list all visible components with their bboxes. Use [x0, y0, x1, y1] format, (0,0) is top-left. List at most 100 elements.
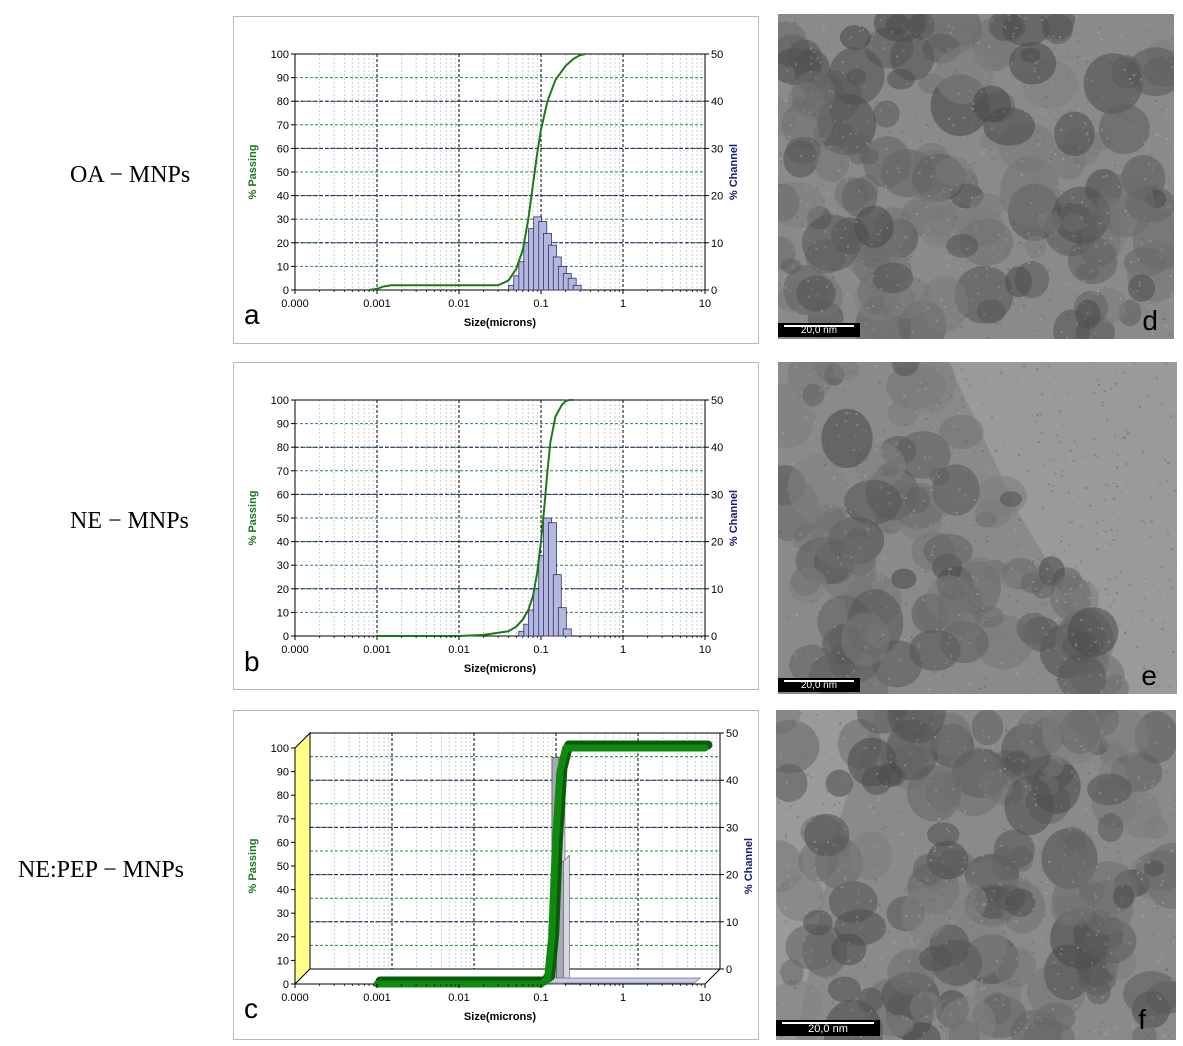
tem-grain — [947, 71, 950, 74]
tem-grain — [964, 248, 967, 251]
tem-grain — [863, 267, 866, 270]
tem-grain — [1157, 486, 1160, 489]
tem-grain — [967, 572, 970, 575]
tem-grain — [1119, 857, 1122, 860]
tem-grain — [1090, 270, 1093, 273]
tem-grain — [862, 664, 865, 667]
tem-grain — [1159, 956, 1162, 959]
tem-grain — [1028, 788, 1031, 791]
tem-grain — [1086, 499, 1089, 502]
tem-grain — [811, 109, 814, 112]
tem-grain — [959, 210, 962, 213]
tem-grain — [845, 602, 848, 605]
tem-grain — [836, 772, 839, 775]
tem-grain — [839, 722, 842, 725]
tem-grain — [1147, 1035, 1150, 1038]
tem-grain — [817, 128, 820, 131]
tem-grain — [830, 306, 833, 309]
tem-letter-e: e — [1141, 660, 1157, 691]
tem-grain — [959, 318, 962, 321]
tem-grain — [1090, 391, 1093, 394]
tem-grain — [1048, 235, 1051, 238]
tem-particle — [787, 39, 822, 73]
tem-grain — [1124, 1035, 1127, 1038]
tem-image-f: 20,0 nm f — [776, 710, 1176, 1040]
tem-grain — [1071, 633, 1074, 636]
tem-particle — [801, 214, 861, 272]
tem-grain — [1133, 74, 1136, 77]
tem-grain — [837, 456, 840, 459]
tem-grain — [1127, 237, 1130, 240]
tem-grain — [1097, 595, 1100, 598]
right-tick-label: 50 — [726, 728, 738, 740]
tem-grain — [930, 262, 933, 265]
tem-grain — [1163, 862, 1166, 865]
tem-grain — [985, 536, 988, 539]
tem-grain — [860, 504, 863, 507]
tem-particle — [885, 14, 910, 35]
tem-grain — [870, 372, 873, 375]
tem-grain — [1071, 715, 1074, 718]
tem-grain — [847, 959, 850, 962]
tem-grain — [826, 192, 829, 195]
left-axis-title: % Passing — [247, 838, 259, 893]
tem-grain — [1165, 108, 1168, 111]
tem-grain — [924, 900, 927, 903]
tem-grain — [1091, 873, 1094, 876]
tem-grain — [796, 867, 799, 870]
tem-grain — [1115, 576, 1118, 579]
tem-grain — [1075, 565, 1078, 568]
tem-grain — [808, 111, 811, 114]
tem-grain — [780, 157, 783, 160]
tem-grain — [904, 496, 907, 499]
tem-grain — [780, 1035, 783, 1038]
tem-grain — [918, 410, 921, 413]
tem-grain — [982, 936, 985, 939]
tem-grain — [1016, 672, 1019, 675]
tem-particle — [1004, 775, 1055, 836]
tem-grain — [847, 248, 850, 251]
tem-particle — [913, 853, 945, 886]
tem-grain — [862, 870, 865, 873]
tem-grain — [779, 423, 782, 426]
tem-grain — [911, 331, 914, 334]
tem-grain — [795, 63, 798, 66]
tem-grain — [855, 133, 858, 136]
tem-grain — [1171, 103, 1174, 106]
tem-grain — [909, 957, 912, 960]
tem-grain — [935, 473, 938, 476]
tem-grain — [825, 959, 828, 962]
tem-grain — [1148, 797, 1151, 800]
tem-grain — [913, 939, 916, 942]
tem-grain — [848, 112, 851, 115]
tem-grain — [909, 752, 912, 755]
tem-grain — [1069, 457, 1072, 460]
tem-grain — [874, 878, 877, 881]
tem-grain — [920, 992, 923, 995]
tem-grain — [1058, 41, 1061, 44]
tem-grain — [955, 511, 958, 514]
tem-grain — [830, 274, 833, 277]
tem-grain — [1166, 796, 1169, 799]
tem-grain — [803, 262, 806, 265]
tem-grain — [910, 255, 913, 258]
tem-grain — [841, 461, 844, 464]
tem-grain — [1116, 727, 1119, 730]
tem-grain — [912, 717, 915, 720]
tem-grain — [1056, 910, 1059, 913]
tem-grain — [785, 781, 788, 784]
tem-grain — [896, 479, 899, 482]
tem-grain — [996, 955, 999, 958]
tem-grain — [1053, 220, 1056, 223]
tem-grain — [1118, 999, 1121, 1002]
tem-grain — [1007, 14, 1010, 17]
tem-grain — [1000, 844, 1003, 847]
tem-grain — [1114, 922, 1117, 925]
tem-grain — [945, 661, 948, 664]
tem-grain — [795, 61, 798, 64]
tem-grain — [905, 915, 908, 918]
tem-grain — [1042, 539, 1045, 542]
tem-grain — [1082, 594, 1085, 597]
tem-particle — [969, 192, 1006, 220]
tem-grain — [793, 653, 796, 656]
